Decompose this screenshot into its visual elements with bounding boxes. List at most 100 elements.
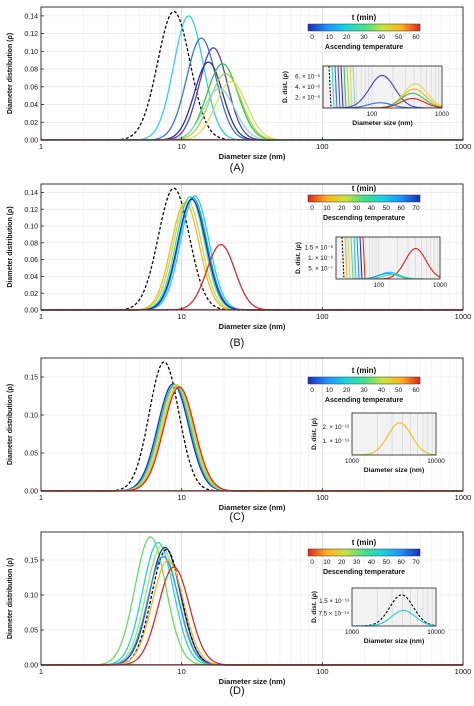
inset-series-line-1 bbox=[336, 248, 440, 279]
inset-tail-line bbox=[344, 237, 348, 279]
colorbar-tick-label: 0 bbox=[310, 205, 314, 212]
y-tick-label: 0.10 bbox=[24, 224, 38, 231]
inset-y-tick-label: 2. × 10⁻¹³ bbox=[323, 424, 349, 431]
colorbar-tick-label: 20 bbox=[343, 34, 351, 41]
inset-y-tick-label: 1.5 × 10⁻⁶ bbox=[305, 245, 334, 252]
colorbar-tick-label: 30 bbox=[360, 34, 368, 41]
colorbar-tick-label: 70 bbox=[412, 559, 420, 566]
inset-tail-line bbox=[347, 237, 351, 279]
colorbar-tick-label: 20 bbox=[343, 387, 351, 394]
colorbar-tick-label: 10 bbox=[323, 205, 331, 212]
inset-y-tick-label: 1. × 10⁻¹³ bbox=[323, 438, 349, 445]
inset-series-group bbox=[352, 422, 436, 455]
x-axis: 1 10 100 1000 bbox=[39, 488, 471, 502]
colorbar: t (min) 0 10 20 30 40 50 60 Ascending temperatur… bbox=[307, 13, 421, 51]
inset-y-axis-title: D. dist. (ρ) bbox=[311, 591, 318, 623]
y-tick-label: 0.05 bbox=[24, 628, 38, 635]
y-tick-label: 0.06 bbox=[24, 84, 38, 91]
x-tick-label: 1 bbox=[39, 667, 43, 676]
y-tick-label: 0.05 bbox=[24, 451, 38, 458]
inset-frame bbox=[351, 412, 437, 456]
x-axis-title: Diameter size (nm) bbox=[219, 677, 286, 686]
y-tick-label: 0.00 bbox=[24, 138, 38, 145]
chart-panel-a: 0.000.020.040.060.080.100.120.141 10 100 10… bbox=[7, 6, 471, 174]
inset-plot: 7.5 × 10⁻¹⁴ 1.5 × 10⁻¹³ 1000 10000Diameter … bbox=[311, 587, 445, 645]
chart-panel-b: 0.000.020.040.060.080.100.120.141 10 100 10… bbox=[7, 183, 471, 349]
inset-frame bbox=[322, 65, 443, 109]
plot-frame bbox=[40, 357, 464, 492]
colorbar-tick-label: 10 bbox=[323, 559, 331, 566]
inset-tail-line bbox=[353, 237, 357, 279]
x-tick-label: 1000 bbox=[455, 312, 472, 321]
x-tick-label: 1000 bbox=[455, 142, 472, 151]
inset-tail-line bbox=[328, 66, 332, 108]
colorbar-tick-label: 40 bbox=[378, 387, 386, 394]
x-tick-label: 100 bbox=[316, 142, 329, 151]
y-tick-label: 0.08 bbox=[24, 67, 38, 74]
colorbar-tick-label: 60 bbox=[398, 205, 406, 212]
y-tick-label: 0.14 bbox=[24, 13, 38, 20]
x-axis: 1 10 100 1000 bbox=[39, 137, 471, 151]
colorbar-tick-label: 30 bbox=[360, 387, 368, 394]
x-axis-title: Diameter size (nm) bbox=[219, 152, 286, 161]
inset-tail-line bbox=[356, 237, 360, 279]
x-tick-label: 10 bbox=[177, 667, 185, 676]
colorbar-caption: Ascending temperature bbox=[325, 44, 403, 51]
panel-label: (B) bbox=[230, 337, 245, 349]
colorbar-caption: Descending temperature bbox=[323, 569, 405, 576]
y-tick-label: 0.06 bbox=[24, 257, 38, 264]
colorbar: t (min) 0 10 20 30 40 50 60 Ascending temperatur… bbox=[307, 366, 421, 404]
y-tick-label: 0.10 bbox=[24, 413, 38, 420]
y-axis-title: Diameter distribution (ρ) bbox=[7, 558, 14, 639]
inset-tail-line bbox=[337, 66, 341, 108]
colorbar-title: t (min) bbox=[352, 366, 377, 375]
x-tick-label: 10 bbox=[177, 142, 185, 151]
colorbar-caption: Descending temperature bbox=[323, 215, 405, 222]
inset-y-axis-title: D. dist. (ρ) bbox=[311, 418, 318, 450]
colorbar-tick-label: 0 bbox=[310, 34, 314, 41]
inset-area bbox=[352, 588, 436, 626]
inset-series-line-1 bbox=[352, 422, 436, 455]
x-axis: 1 10 100 1000 bbox=[39, 307, 471, 321]
colorbar: t (min) 0 10 20 30 40 50 60 70 Descending tempera… bbox=[307, 538, 421, 576]
inset-x-axis-title: Diameter size (nm) bbox=[364, 638, 424, 645]
panel-label: (C) bbox=[229, 511, 244, 523]
inset-x-tick-label: 10000 bbox=[427, 458, 445, 465]
colorbar-tick-label: 40 bbox=[368, 205, 376, 212]
plot-frame bbox=[40, 183, 464, 311]
inset-x-tick-label: 1000 bbox=[433, 282, 448, 289]
x-tick-label: 10 bbox=[177, 493, 185, 502]
colorbar-title: t (min) bbox=[352, 184, 377, 193]
colorbar-tick-label: 10 bbox=[326, 387, 334, 394]
colorbar-tick-label: 40 bbox=[378, 34, 386, 41]
y-axis: 0.00 0.02 0.04 0.06 0.08 0.10 0.12 0.14 bbox=[24, 190, 44, 315]
inset-frame bbox=[351, 587, 437, 627]
x-axis-title: Diameter size (nm) bbox=[219, 322, 286, 331]
inset-y-tick-label: 2. × 10⁻⁶ bbox=[295, 95, 320, 102]
inset-tail-line bbox=[359, 237, 363, 279]
colorbar-gradient bbox=[307, 548, 421, 557]
colorbar-tick-label: 40 bbox=[368, 559, 376, 566]
inset-y-tick-label: 4. × 10⁻⁶ bbox=[295, 84, 320, 91]
inset-gridlines bbox=[335, 237, 438, 279]
colorbar-tick-label: 60 bbox=[398, 559, 406, 566]
x-tick-label: 100 bbox=[316, 312, 329, 321]
colorbar-tick-label: 0 bbox=[310, 559, 314, 566]
inset-x-tick-label: 1000 bbox=[345, 629, 360, 636]
inset-tail-line bbox=[349, 66, 353, 108]
inset-y-tick-label: 6. × 10⁻⁶ bbox=[295, 74, 320, 81]
chart-panel-d: 0.000.050.100.151 10 10 0 1000 Diameter size … bbox=[7, 531, 471, 697]
y-tick-label: 0.04 bbox=[24, 102, 38, 109]
y-tick-label: 0.04 bbox=[24, 274, 38, 281]
inset-tail-line bbox=[340, 66, 344, 108]
colorbar-tick-label: 10 bbox=[326, 34, 334, 41]
y-axis: 0.00 0.05 0.10 0.15 bbox=[24, 558, 44, 670]
inset-tail-line bbox=[350, 237, 354, 279]
inset-x-tick-label: 1000 bbox=[345, 458, 360, 465]
inset-y-tick-label: 5. × 10⁻⁷ bbox=[308, 266, 333, 273]
inset-tail-line bbox=[352, 66, 356, 108]
colorbar-tick-label: 50 bbox=[395, 387, 403, 394]
